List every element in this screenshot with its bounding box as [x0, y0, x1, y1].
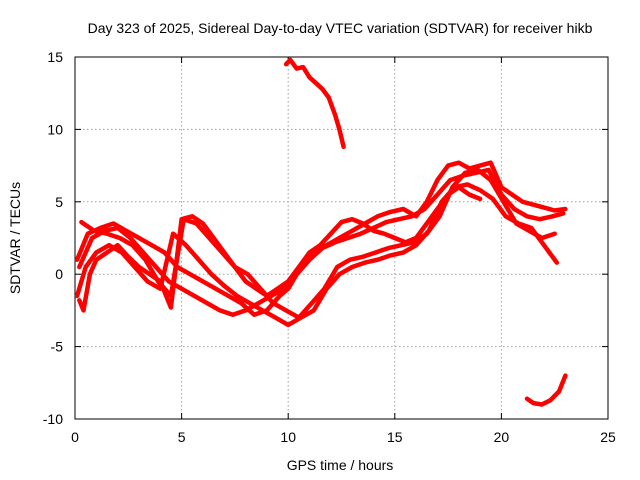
x-tick-label: 20 [494, 429, 510, 445]
series-track-5 [77, 185, 483, 313]
series-track-4 [74, 182, 560, 328]
y-axis: -10 -5 0 5 10 15 [43, 49, 608, 427]
y-tick-label: 15 [47, 49, 63, 65]
x-tick-label: 25 [600, 429, 616, 445]
x-tick-label: 10 [280, 429, 296, 445]
x-axis: 0 5 10 15 20 25 [71, 57, 616, 445]
y-axis-label: SDTVAR / TECUs [7, 182, 23, 294]
y-tick-label: -5 [51, 339, 64, 355]
x-tick-label: 5 [178, 429, 186, 445]
y-tick-label: 5 [55, 194, 63, 210]
x-axis-label: GPS time / hours [287, 457, 394, 473]
plot-area [74, 57, 568, 407]
chart-title: Day 323 of 2025, Sidereal Day-to-day VTE… [88, 20, 593, 36]
y-tick-label: 10 [47, 121, 63, 137]
series-track-6 [283, 57, 346, 150]
plot-frame [74, 56, 609, 420]
y-tick-label: 0 [55, 266, 63, 282]
x-tick-label: 0 [71, 429, 79, 445]
x-tick-label: 15 [387, 429, 403, 445]
y-tick-label: -10 [43, 411, 63, 427]
series-track-7 [524, 373, 568, 407]
series-track-2 [77, 167, 566, 317]
